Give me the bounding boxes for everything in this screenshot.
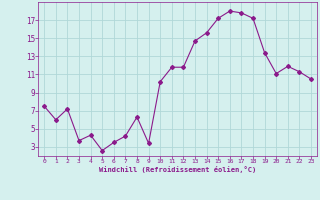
X-axis label: Windchill (Refroidissement éolien,°C): Windchill (Refroidissement éolien,°C) — [99, 166, 256, 173]
